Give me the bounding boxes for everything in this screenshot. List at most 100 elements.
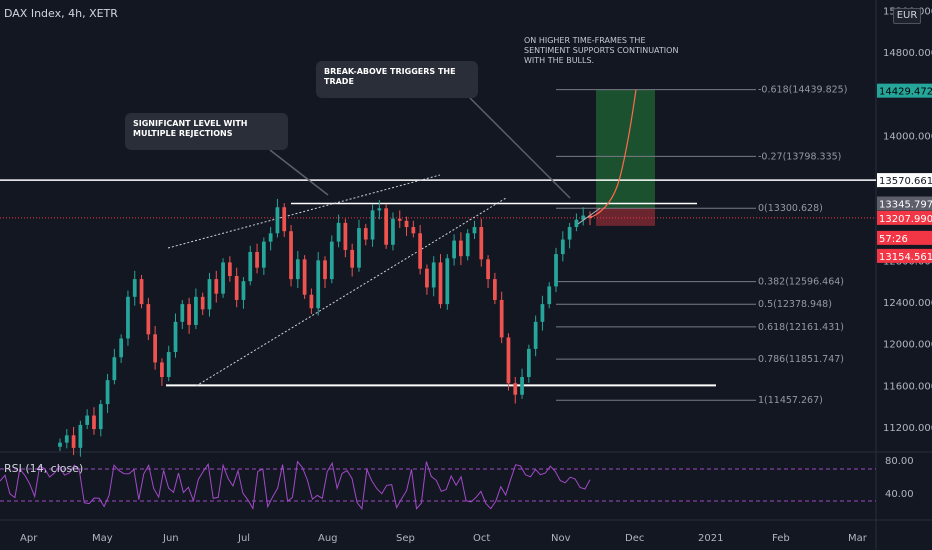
candle-body xyxy=(153,334,157,363)
candle-body xyxy=(418,233,422,269)
candle-body xyxy=(221,262,225,294)
price-axis-label: 13345.797 xyxy=(879,200,932,211)
candle-body xyxy=(275,207,280,234)
x-tick-label: Oct xyxy=(473,533,490,544)
price-axis-label: 13207.990 xyxy=(879,214,932,225)
candle-body xyxy=(160,362,164,378)
candle-body xyxy=(194,296,198,325)
candle-body xyxy=(112,357,117,381)
candle-body xyxy=(295,259,300,280)
rsi-title: RSI (14, close) xyxy=(4,462,84,475)
candle-body xyxy=(465,233,470,257)
x-tick-label: May xyxy=(92,533,113,544)
candle-body xyxy=(268,233,273,242)
y-tick-label: 11600.000 xyxy=(883,381,932,392)
candle-body xyxy=(200,296,205,310)
price-axis-label-bg xyxy=(877,248,932,263)
y-tick-label: 12000.000 xyxy=(883,340,932,351)
fib-level-label: 0(13300.628) xyxy=(758,203,823,214)
candle-body xyxy=(397,218,402,221)
candle-body xyxy=(329,241,334,280)
note-pointer xyxy=(469,97,571,199)
candle-body xyxy=(316,260,321,309)
candle-body xyxy=(126,296,130,339)
fib-level-label: 0.618(12161.431) xyxy=(758,322,844,333)
candle-body xyxy=(560,239,565,255)
candle-body xyxy=(574,219,579,228)
candle-body xyxy=(58,442,62,447)
stop-zone xyxy=(596,208,655,226)
candle-body xyxy=(588,215,592,218)
fib-level-label: 1(11457.267) xyxy=(758,395,823,406)
candle-body xyxy=(343,222,348,250)
price-axis-label: 13154.561 xyxy=(879,252,932,263)
candle-body xyxy=(499,299,504,338)
candle-body xyxy=(486,259,490,280)
candle-body xyxy=(105,380,110,405)
currency-button[interactable]: EUR xyxy=(893,8,921,24)
candle-body xyxy=(146,304,151,335)
x-tick-label: Dec xyxy=(625,533,644,544)
candle-body xyxy=(472,227,477,234)
note-significant-level: SIGNIFICANT LEVEL WITH MULTIPLE REJECTIO… xyxy=(125,113,288,150)
y-tick-label: 14000.000 xyxy=(883,131,932,142)
x-tick-label: Sep xyxy=(396,533,415,544)
candle-body xyxy=(363,228,368,240)
candle-body xyxy=(166,352,171,378)
note-breakout: BREAK-ABOVE TRIGGERS THE TRADE xyxy=(316,61,478,98)
candle-body xyxy=(336,222,341,242)
candle-body xyxy=(506,337,511,384)
y-tick-label: 12400.000 xyxy=(883,298,932,309)
candle-body xyxy=(540,304,545,322)
candle-body xyxy=(445,258,450,305)
note-higher-timeframe: ON HIGHER TIME-FRAMES THE SENTIMENT SUPP… xyxy=(524,36,679,65)
candle-body xyxy=(377,208,382,211)
candle-body xyxy=(173,321,178,353)
candle-body xyxy=(526,348,531,378)
candle-body xyxy=(289,231,293,280)
y-tick-label: 11200.000 xyxy=(883,423,932,434)
candle-body xyxy=(92,415,96,430)
x-tick-label: Mar xyxy=(848,533,868,544)
candle-body xyxy=(452,240,456,259)
chart-title: DAX Index, 4h, XETR xyxy=(4,7,118,20)
candle-body xyxy=(370,210,375,240)
candle-body xyxy=(431,262,436,288)
candle-body xyxy=(85,415,90,425)
candle-body xyxy=(139,279,144,305)
candle-body xyxy=(78,424,83,448)
candle-body xyxy=(132,279,137,297)
price-axis-label-bg xyxy=(877,210,932,225)
candle-body xyxy=(438,262,443,305)
candle-body xyxy=(425,268,429,288)
candle-body xyxy=(282,207,287,232)
note-pointer xyxy=(269,149,329,196)
candle-body xyxy=(207,279,212,310)
candle-body xyxy=(180,304,185,322)
candle-body xyxy=(71,435,76,448)
fib-level-label: 0.5(12378.948) xyxy=(758,299,832,310)
candle-body xyxy=(255,252,259,268)
candle-body xyxy=(234,275,239,300)
candle-body xyxy=(187,304,191,325)
price-axis-label-bg xyxy=(877,196,932,211)
candle-body xyxy=(411,227,416,234)
x-tick-label: 2021 xyxy=(698,533,723,544)
candle-body xyxy=(228,262,232,276)
candle-body xyxy=(214,279,219,294)
candle-body xyxy=(323,260,327,280)
candle-body xyxy=(547,286,552,305)
fib-level-label: 0.382(12596.464) xyxy=(758,277,844,288)
x-tick-label: Jul xyxy=(237,533,250,544)
candle-body xyxy=(98,404,103,430)
projection-path xyxy=(589,89,637,219)
y-tick-label: 14800.000 xyxy=(883,48,932,59)
candle-body xyxy=(404,220,409,228)
candle-body xyxy=(64,435,69,443)
x-tick-label: Feb xyxy=(772,533,790,544)
candle-body xyxy=(350,249,355,268)
wedge-upper-line xyxy=(167,174,441,249)
candle-body xyxy=(302,259,307,295)
candle-body xyxy=(261,241,266,268)
